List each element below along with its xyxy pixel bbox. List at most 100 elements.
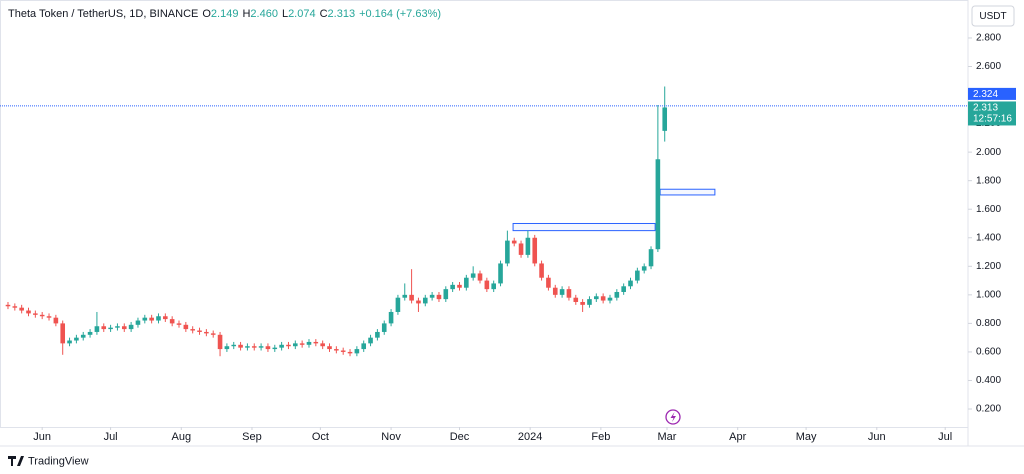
candle-body — [320, 343, 325, 347]
legend-key: O — [202, 8, 211, 20]
candle-body — [457, 284, 462, 288]
legend: Theta Token / TetherUS, 1D, BINANCE O2.14… — [8, 8, 441, 20]
candle-body — [272, 347, 278, 350]
candle-body — [183, 324, 189, 330]
last-price-box — [968, 101, 1016, 126]
candle-body — [600, 296, 606, 301]
countdown: 12:57:16 — [973, 114, 1012, 125]
x-tick-label: Oct — [312, 431, 329, 443]
candle-body — [67, 340, 72, 344]
candle-body — [327, 346, 332, 350]
candle-body — [258, 346, 264, 348]
candle-body — [33, 313, 38, 315]
candle-body — [621, 286, 626, 292]
y-tick-label: 1.400 — [976, 232, 1001, 243]
candle-body — [552, 287, 558, 295]
candle-body — [505, 240, 510, 264]
candle-body — [197, 330, 202, 332]
currency-label[interactable]: USDT — [979, 11, 1006, 22]
legend-value: 2.460 — [250, 8, 278, 20]
candle-body — [375, 331, 380, 338]
candle-body — [26, 310, 31, 314]
y-tick-label: 2.800 — [976, 33, 1001, 44]
candle-body — [354, 349, 360, 354]
candle-body — [402, 294, 408, 298]
candle-body — [169, 319, 175, 324]
candle-body — [525, 237, 531, 255]
candle-body — [429, 294, 435, 298]
candle-body — [347, 351, 353, 354]
candle-body — [655, 159, 661, 250]
legend-value: 2.149 — [211, 8, 239, 20]
y-tick-label: 0.800 — [976, 318, 1001, 329]
candle-body — [306, 341, 312, 345]
candle-body — [409, 294, 414, 301]
candle-body — [361, 343, 367, 350]
candle-body — [5, 304, 11, 307]
legend-value: 2.074 — [288, 8, 316, 20]
zone — [512, 222, 656, 232]
candle-body — [74, 337, 79, 341]
candle-body — [628, 280, 633, 287]
candle-body — [573, 297, 579, 302]
x-tick-label: Mar — [658, 431, 677, 443]
candle-body — [210, 333, 216, 335]
candle-body — [614, 291, 620, 298]
y-tick-label: 0.400 — [976, 375, 1001, 386]
candle-body — [149, 317, 154, 321]
candle-body — [395, 297, 401, 312]
candle-body — [53, 317, 59, 324]
y-tick-label: 1.800 — [976, 175, 1001, 186]
candle-body — [368, 337, 373, 344]
price-line-label-box — [968, 87, 1016, 100]
candle-body — [60, 323, 66, 344]
event-icon — [665, 409, 681, 425]
candle-body — [422, 297, 428, 304]
candle-body — [648, 249, 654, 267]
candle-body — [176, 323, 182, 325]
candle-body — [641, 266, 647, 271]
candle-body — [559, 289, 565, 295]
candle-body — [224, 346, 230, 350]
candle-body — [108, 327, 113, 330]
candle-body — [101, 326, 107, 330]
legend-change: +0.164 (+7.63%) — [359, 8, 441, 20]
candle-body — [163, 316, 168, 320]
candle-body — [142, 317, 148, 321]
candle-body — [217, 334, 223, 350]
zone — [659, 188, 716, 196]
candle-body — [156, 316, 161, 321]
candle-body — [279, 344, 284, 348]
brand: TradingView — [28, 455, 89, 467]
symbol: Theta Token / TetherUS, 1D, BINANCE — [8, 8, 198, 20]
candle-body — [416, 300, 421, 304]
candle-body — [251, 346, 257, 348]
candle-body — [532, 237, 538, 264]
legend-key: H — [242, 8, 250, 20]
candle-body — [443, 289, 449, 300]
brand-logo — [8, 456, 24, 466]
plot — [5, 86, 716, 357]
candle-body — [334, 349, 339, 351]
legend-value: 2.313 — [328, 8, 356, 20]
candle-body — [518, 243, 524, 255]
y-tick-label: 1.600 — [976, 204, 1001, 215]
candle-body — [313, 341, 319, 344]
candle-body — [498, 263, 503, 284]
candle-body — [12, 306, 18, 308]
currency-button[interactable] — [971, 5, 1015, 27]
candle-body — [80, 334, 86, 338]
y-tick-label: 0.200 — [976, 404, 1001, 415]
x-tick-label: Nov — [381, 431, 401, 443]
candle-body — [46, 316, 52, 318]
candle-body — [381, 323, 387, 332]
candle-body — [94, 326, 100, 332]
candle-body — [491, 283, 496, 290]
candle-body — [128, 324, 134, 330]
candle-body — [238, 344, 243, 348]
x-tick-label: Jun — [33, 431, 51, 443]
candle-body — [539, 263, 544, 278]
candle-body — [662, 107, 668, 131]
